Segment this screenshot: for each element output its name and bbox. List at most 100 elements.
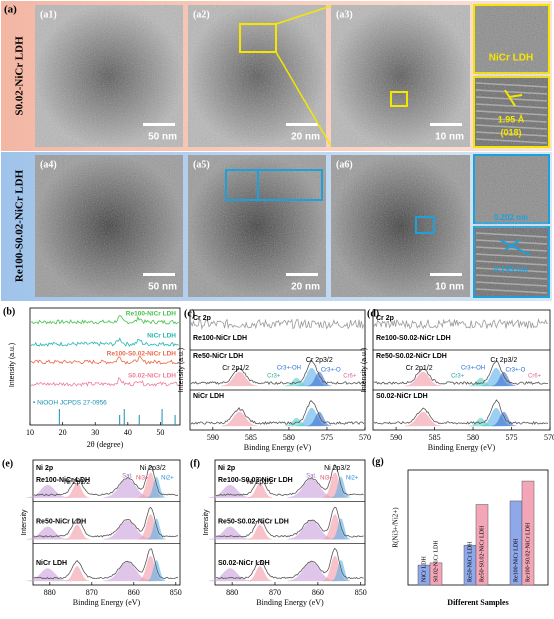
label: Cr6+	[343, 374, 357, 380]
x-tick-label: 50	[156, 428, 164, 437]
fit-peak	[221, 411, 258, 427]
label: 10 nm	[435, 282, 464, 293]
x-tick-label: 20	[59, 428, 67, 437]
zoom-box	[225, 169, 323, 201]
label: Sat.	[306, 474, 317, 480]
fit-peak	[331, 559, 351, 582]
label: (018)	[500, 127, 521, 137]
bar	[521, 480, 535, 586]
label: Ni 2p1/2	[64, 479, 90, 486]
label: 50 nm	[148, 282, 177, 293]
label: (g)	[372, 456, 384, 467]
x-tick-label: 880	[226, 588, 238, 597]
x-tick-label: 575	[321, 433, 333, 442]
zoom-box	[239, 23, 277, 53]
x-tick-label: 850	[355, 588, 367, 597]
label: 2θ (degree)	[87, 440, 124, 449]
label: R(Ni3+/Ni2+)	[392, 507, 400, 548]
label: (a5)	[193, 159, 210, 170]
label: Ni2+	[161, 476, 174, 482]
label: S0.02-NiCr LDH	[218, 560, 270, 567]
fit-peak	[284, 377, 309, 387]
lattice	[475, 103, 548, 109]
fit-peak	[247, 482, 273, 498]
label: Binding Energy (eV)	[244, 443, 312, 452]
fit-peak	[331, 476, 351, 498]
label: Sat.	[122, 474, 133, 480]
label: (d)	[367, 308, 379, 319]
fit-peak	[331, 518, 351, 540]
lattice	[475, 239, 548, 245]
x-tick-label: 880	[44, 588, 56, 597]
label: Cr3+	[451, 374, 465, 380]
x-tick-label: 585	[429, 433, 441, 442]
label: Ni 2p3/2	[140, 465, 166, 472]
trace	[190, 318, 365, 330]
zoom-line	[275, 5, 332, 25]
label: (e)	[2, 458, 13, 469]
fringe-arrow	[499, 239, 531, 256]
label: (b)	[3, 306, 15, 317]
trace	[215, 547, 364, 580]
label: Re100-S0.02-NiCr LDH	[376, 335, 451, 342]
trace	[30, 315, 179, 325]
label: Intensity (a.u.)	[361, 348, 368, 392]
label: (c)	[184, 308, 195, 319]
label: 0.195 nm	[494, 265, 528, 274]
label: Intensity	[203, 509, 210, 536]
label: Cr 2p1/2	[222, 365, 249, 372]
label: S0.02-NiCr LDH	[376, 393, 428, 400]
lattice	[475, 117, 548, 123]
fit-peak	[404, 411, 442, 427]
label: Binding Energy (eV)	[256, 598, 324, 607]
fit-peak	[147, 518, 166, 540]
label: NiCr LDH	[36, 560, 67, 567]
label: (a4)	[40, 159, 57, 170]
label: Cr3+-O	[505, 368, 525, 374]
fringe-arrow	[504, 89, 523, 107]
x-tick-label: 570	[359, 433, 371, 442]
trace	[215, 506, 364, 538]
lattice	[475, 89, 548, 95]
fit-peak	[221, 371, 258, 387]
lattice	[475, 138, 548, 144]
trace	[33, 465, 178, 496]
bar-label: NiCr LDH	[421, 556, 427, 582]
bar-label: Re50-S0.02-NiCr LDH	[479, 525, 485, 582]
fit-peak	[491, 411, 516, 427]
label: Re50-NiCr LDH	[193, 353, 243, 360]
label: Cr3+-O	[321, 368, 341, 374]
fit-peak	[147, 476, 166, 498]
trace	[30, 377, 179, 387]
lattice	[475, 110, 548, 116]
label: (a)	[4, 4, 17, 16]
lattice	[475, 253, 548, 259]
inset-noise	[475, 156, 548, 296]
label: Re100-NiCr LDH	[193, 335, 247, 342]
trace	[190, 400, 365, 425]
lattice	[475, 124, 548, 130]
label: Binding Energy (eV)	[428, 443, 496, 452]
label: (a1)	[40, 9, 57, 20]
x-tick-label: 10	[26, 428, 34, 437]
zoom-box	[415, 216, 435, 234]
fit-peak	[64, 566, 90, 582]
label: Intensity	[21, 509, 28, 536]
x-tick-label: 590	[390, 433, 402, 442]
scale-bar	[143, 273, 175, 276]
label: Re50-NiCr LDH	[36, 519, 86, 526]
label: Cr 2p3/2	[306, 357, 333, 364]
label: Ni 2p	[36, 465, 53, 472]
label: (f)	[190, 458, 200, 469]
bar-label: Re100-NiCr LDH	[513, 538, 519, 582]
x-tick-label: 860	[312, 588, 324, 597]
scale-bar	[430, 123, 462, 126]
label: Cr 2p1/2	[406, 365, 433, 372]
label: Cr 2p	[376, 315, 394, 322]
label: Re100-NiCr LDH	[36, 477, 90, 484]
fit-peak	[247, 524, 273, 540]
label: Re100-NiCr LDH	[126, 311, 177, 318]
label: Ni3+	[136, 476, 149, 482]
trace	[33, 548, 179, 580]
label: Cr 2p3/2	[490, 357, 517, 364]
